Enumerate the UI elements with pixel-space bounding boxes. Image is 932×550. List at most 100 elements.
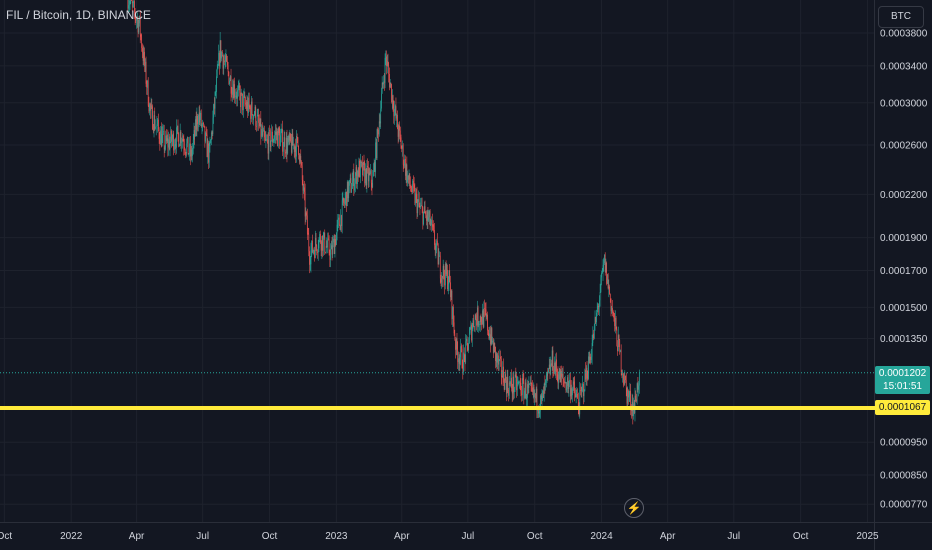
candle-body bbox=[371, 182, 373, 188]
candle-body bbox=[182, 138, 184, 142]
candle-body bbox=[247, 101, 249, 114]
candle-body bbox=[615, 317, 617, 330]
candle-body bbox=[403, 164, 405, 166]
candle-body bbox=[606, 262, 607, 284]
candle-body bbox=[506, 380, 507, 394]
candle-body bbox=[381, 93, 382, 109]
candle-body bbox=[399, 130, 401, 138]
time-tick-label: 2022 bbox=[60, 531, 83, 542]
currency-unit-button[interactable]: BTC bbox=[878, 6, 924, 28]
candle-body bbox=[550, 363, 552, 374]
candle-body bbox=[277, 128, 279, 147]
candle-body bbox=[367, 167, 369, 182]
candle-body bbox=[326, 245, 328, 247]
candle-body bbox=[563, 378, 565, 382]
candle-body bbox=[213, 104, 215, 109]
candle-body bbox=[618, 335, 620, 341]
last-price-value: 0.0001202 bbox=[878, 367, 927, 379]
candle-body bbox=[256, 115, 258, 127]
candle-body bbox=[425, 213, 427, 216]
candle-body bbox=[166, 135, 167, 142]
candle-body bbox=[242, 93, 244, 111]
candle-body bbox=[600, 277, 602, 293]
candle-body bbox=[629, 390, 631, 396]
candle-body bbox=[336, 224, 338, 234]
candle-body bbox=[481, 322, 483, 325]
time-axis[interactable]: Oct 2022 Apr Jul Oct 2023 Apr Jul Oct 2024 Apr Jul O… bbox=[0, 522, 932, 543]
candle-body bbox=[276, 131, 278, 135]
candle-body bbox=[444, 276, 445, 286]
candle-body bbox=[169, 141, 171, 150]
candle-body bbox=[452, 307, 453, 320]
time-tick-label: Oct bbox=[793, 531, 809, 542]
candle-body bbox=[524, 390, 525, 399]
candle-body bbox=[278, 128, 280, 133]
candle-body bbox=[514, 388, 515, 393]
candle-body bbox=[139, 15, 141, 35]
candle-body bbox=[211, 132, 213, 134]
time-tick-label: 2025 bbox=[856, 531, 879, 542]
candle-body bbox=[330, 245, 332, 250]
candle-body bbox=[530, 382, 531, 384]
flash-icon[interactable]: ⚡ bbox=[624, 498, 644, 518]
candle-body bbox=[168, 139, 169, 148]
candle-body bbox=[630, 390, 631, 408]
candle-body bbox=[214, 92, 216, 109]
candle-body bbox=[142, 48, 143, 53]
candle-body bbox=[414, 187, 416, 204]
candle-body bbox=[535, 393, 536, 399]
candle-body bbox=[224, 60, 225, 62]
candle-body bbox=[152, 106, 153, 130]
candle-body bbox=[221, 51, 223, 56]
candle-body bbox=[530, 382, 532, 384]
candle-body bbox=[205, 132, 207, 135]
candle-body bbox=[418, 199, 420, 206]
candle-body bbox=[613, 313, 615, 314]
candle-body bbox=[545, 380, 546, 385]
candle-body bbox=[179, 131, 181, 145]
candle-body bbox=[509, 382, 511, 384]
candle-body bbox=[343, 198, 344, 203]
candle-body bbox=[445, 263, 446, 286]
candle-body bbox=[244, 95, 246, 104]
candle-body bbox=[366, 165, 368, 186]
candle-body bbox=[549, 364, 551, 374]
candle-body bbox=[625, 380, 627, 388]
candle-body bbox=[504, 374, 506, 390]
candle-body bbox=[482, 310, 483, 325]
candle-body bbox=[208, 146, 210, 163]
candle-body bbox=[480, 316, 482, 323]
candle-body bbox=[572, 381, 574, 389]
candle-body bbox=[433, 226, 435, 231]
candle-body bbox=[308, 234, 310, 252]
candle-body bbox=[437, 243, 439, 265]
candle-body bbox=[625, 375, 626, 381]
candle-body bbox=[267, 139, 268, 140]
candle-body bbox=[605, 262, 607, 272]
candle-body bbox=[345, 191, 347, 198]
candle-body bbox=[312, 250, 314, 253]
candle-body bbox=[221, 51, 222, 59]
candle-body bbox=[139, 15, 140, 24]
price-tick-label: 0.0002200 bbox=[880, 190, 928, 201]
candle-body bbox=[182, 138, 183, 142]
candle-body bbox=[219, 40, 221, 67]
candle-body bbox=[253, 115, 254, 120]
candle-body bbox=[200, 112, 202, 127]
price-axis[interactable]: 0.0003800 0.0003400 0.0003000 0.0002600 0.00… bbox=[874, 0, 928, 550]
candle-body bbox=[585, 370, 586, 380]
candle-body bbox=[365, 168, 367, 186]
candle-body bbox=[537, 410, 538, 411]
candle-body bbox=[533, 387, 535, 397]
candle-body bbox=[299, 155, 301, 162]
candle-body bbox=[516, 376, 517, 391]
candle-body bbox=[441, 275, 443, 283]
candle-body bbox=[428, 217, 429, 221]
candle-body bbox=[617, 345, 618, 352]
candle-body bbox=[452, 307, 454, 323]
candle-body bbox=[621, 371, 623, 375]
candle-body bbox=[141, 36, 143, 49]
candle-body bbox=[270, 140, 272, 148]
candle-body bbox=[415, 193, 416, 204]
